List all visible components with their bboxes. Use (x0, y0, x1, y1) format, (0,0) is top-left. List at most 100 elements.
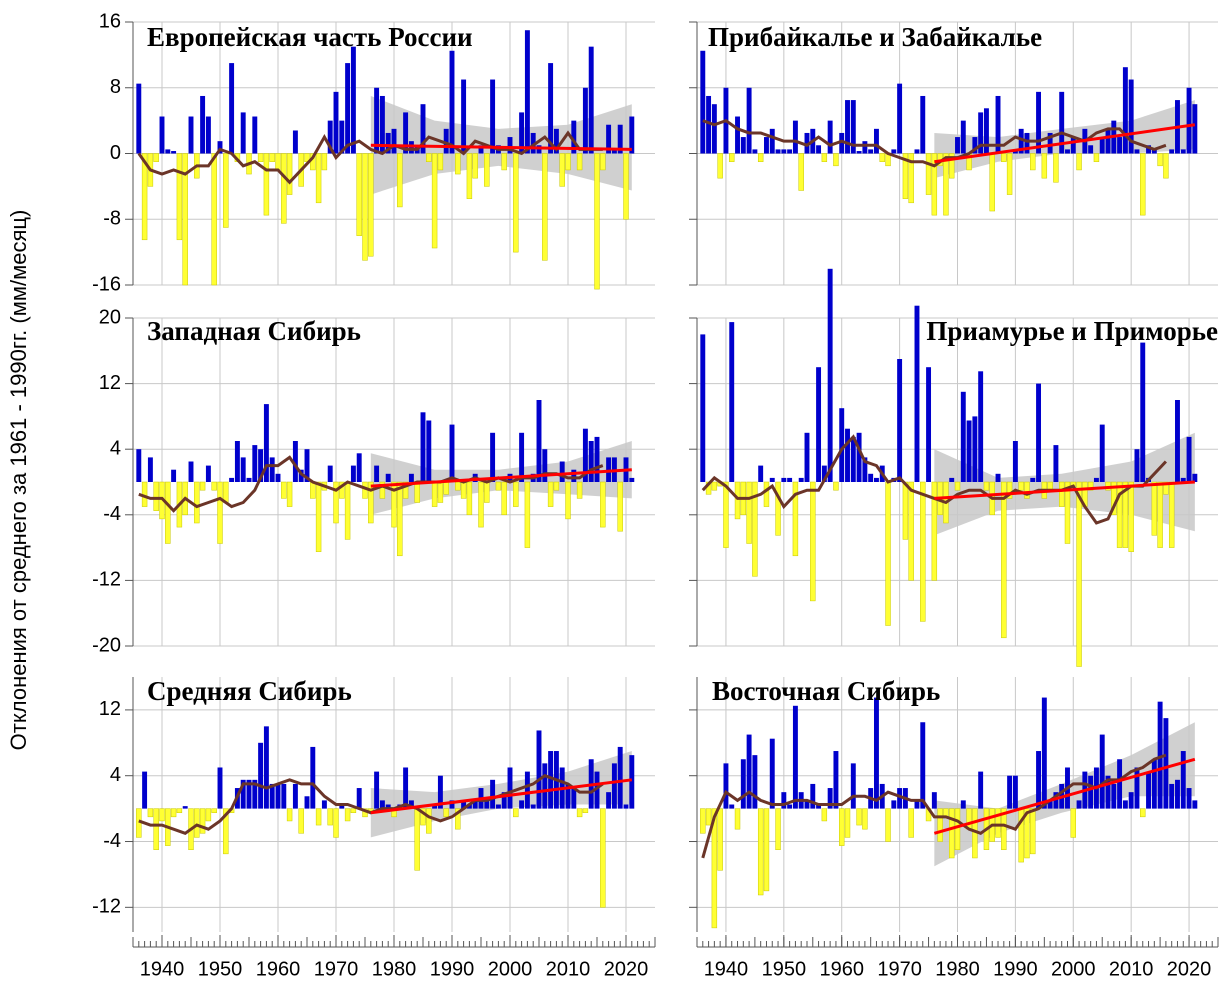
bar (501, 481, 507, 516)
bar (472, 153, 478, 179)
bar (240, 112, 246, 154)
bar (182, 153, 188, 286)
x-tick-label: 2000 (488, 958, 533, 980)
bar (617, 481, 623, 532)
bar (1076, 800, 1082, 809)
y-tick-label: 4 (110, 764, 121, 786)
y-tick-label: -12 (92, 569, 121, 591)
bar (478, 481, 484, 528)
bar (420, 104, 426, 154)
bar (954, 808, 961, 850)
bar (757, 153, 764, 162)
bar (263, 404, 269, 482)
bar (617, 124, 623, 154)
bar (1030, 153, 1036, 171)
bar (269, 457, 275, 482)
bar (519, 112, 525, 154)
bar (594, 771, 600, 809)
bar (350, 808, 357, 813)
bar (327, 465, 333, 482)
trend-line (370, 778, 632, 815)
bar (1053, 445, 1059, 482)
bar (379, 800, 385, 809)
bar (839, 132, 845, 154)
bar (758, 465, 764, 482)
bar (223, 153, 229, 228)
bar (565, 783, 571, 809)
bar (827, 268, 833, 482)
bar (449, 800, 455, 809)
bar (978, 771, 984, 809)
bar (1192, 104, 1198, 154)
bar (711, 481, 718, 491)
bar (217, 767, 223, 809)
bar (920, 722, 926, 809)
x-tick-label: 2020 (1167, 958, 1212, 980)
bar (414, 808, 420, 871)
bar (426, 420, 432, 482)
bar (816, 145, 822, 154)
bar (321, 800, 327, 809)
bar (960, 800, 966, 809)
bar (1053, 153, 1059, 183)
bar (397, 481, 403, 557)
bar (1134, 767, 1140, 809)
bar (995, 473, 1001, 482)
bar (1059, 91, 1065, 154)
bar (1001, 153, 1007, 162)
bar (345, 63, 351, 154)
y-tick-label: 4 (110, 437, 121, 459)
bar (700, 808, 706, 834)
bar (902, 481, 909, 540)
bar (281, 153, 287, 224)
bar (1041, 697, 1047, 809)
bar (176, 808, 183, 813)
bar (553, 481, 560, 491)
bar (252, 779, 258, 809)
bar (182, 806, 188, 809)
bar (286, 153, 293, 195)
bar (234, 441, 240, 482)
bar (908, 153, 914, 204)
y-tick-label: 16 (99, 10, 121, 32)
bar (176, 153, 183, 241)
bar (1099, 424, 1105, 482)
bar (147, 457, 153, 482)
bar (188, 461, 194, 482)
bar (205, 116, 211, 154)
bar (217, 141, 223, 154)
bar (281, 481, 287, 499)
x-tick-label: 2000 (1051, 958, 1096, 980)
bar (1151, 759, 1157, 809)
bar (530, 132, 536, 154)
bar (1076, 481, 1082, 667)
bar (954, 481, 961, 491)
bar (1163, 481, 1169, 495)
bar (519, 432, 525, 482)
y-tick-label: 12 (99, 372, 121, 394)
bar (611, 763, 617, 809)
confidence-band (934, 100, 1195, 179)
bar (623, 804, 629, 809)
bar (1012, 441, 1018, 482)
bar (1105, 128, 1111, 154)
x-tick-label: 1970 (314, 958, 359, 980)
bar (171, 469, 177, 482)
bar (408, 473, 414, 482)
bar (897, 788, 903, 809)
x-tick-label: 2020 (604, 958, 649, 980)
bar (606, 792, 612, 809)
bar (165, 149, 171, 154)
bar (1076, 153, 1082, 171)
bar (385, 473, 391, 482)
trend-line (370, 143, 632, 151)
bar (1186, 87, 1192, 154)
bar (368, 153, 374, 257)
bar (1151, 481, 1158, 536)
bar (752, 755, 758, 809)
trend-line (934, 123, 1196, 164)
y-tick-label: -8 (103, 208, 121, 230)
x-tick-label: 1940 (140, 958, 185, 980)
bar (735, 116, 740, 154)
bar (229, 477, 235, 482)
